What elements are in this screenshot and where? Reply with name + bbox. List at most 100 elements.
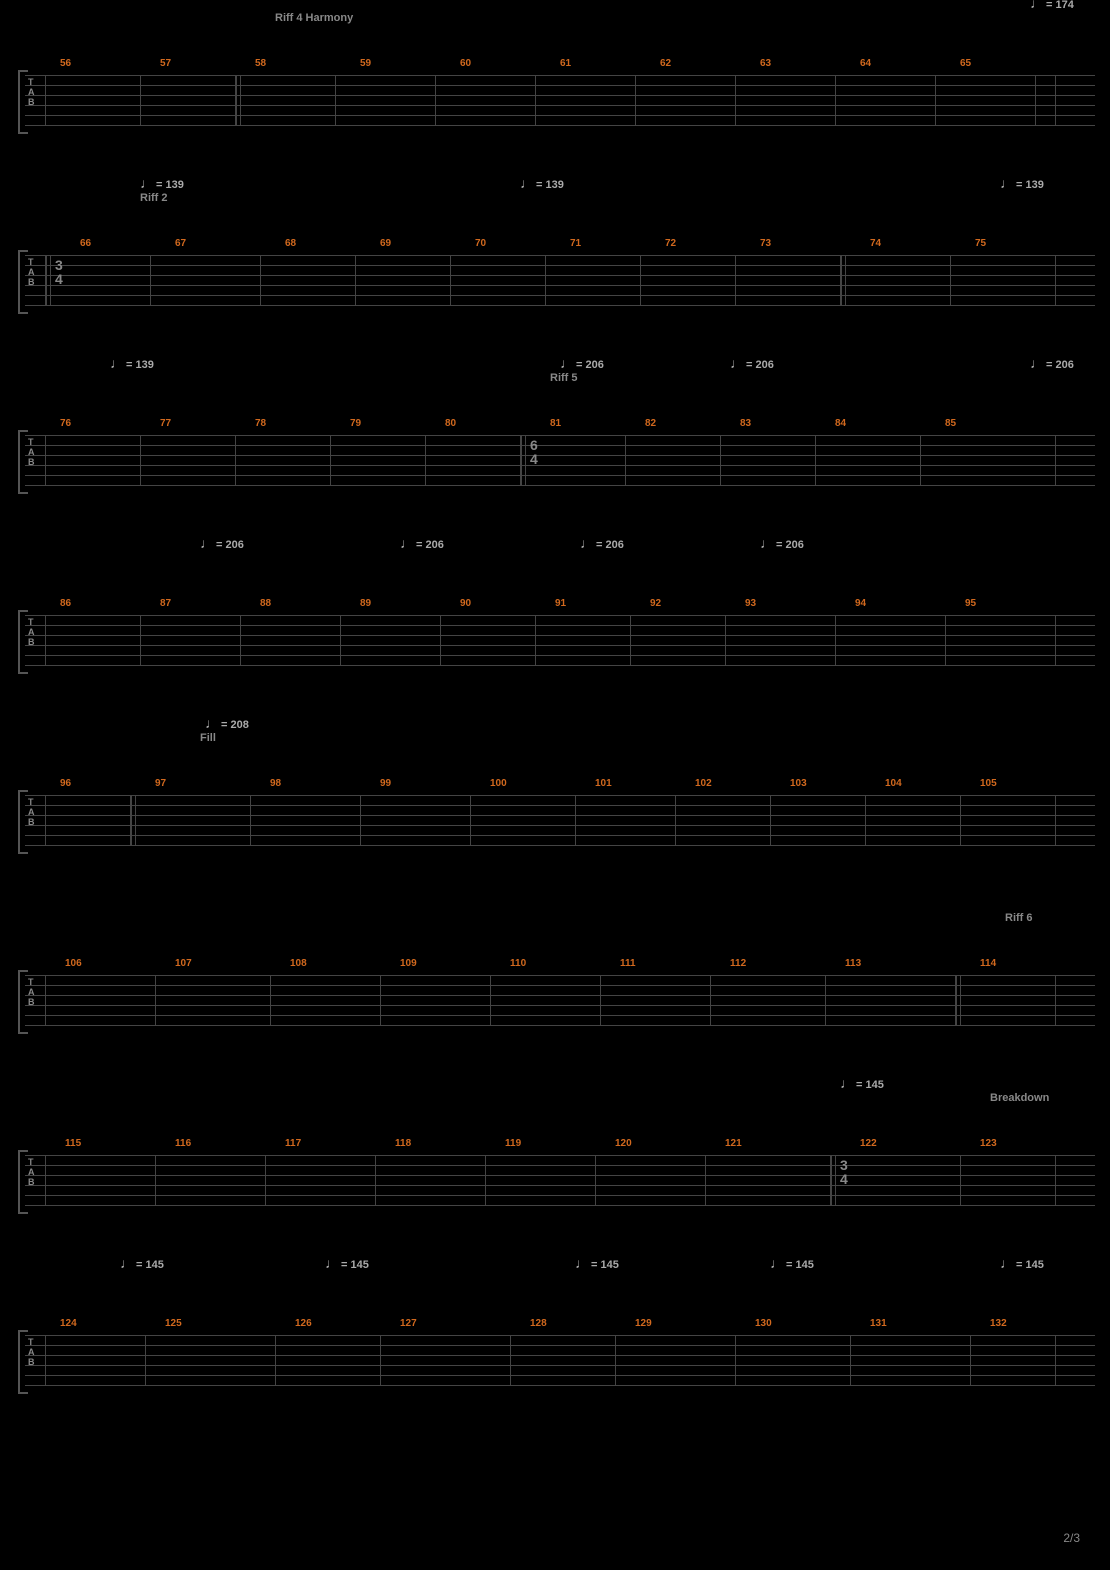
measure-number: 80 [445,418,456,429]
staff-line [25,1345,1095,1346]
staff-line [25,125,1095,126]
tempo-marking: = 206 [200,535,244,551]
measure-number: 116 [175,1138,191,1149]
staff-line [25,655,1095,656]
measure-number: 87 [160,598,171,609]
barline [45,75,46,125]
measure-number: 125 [165,1318,182,1329]
staff-line [25,795,1095,796]
barline [630,615,631,665]
staff-line [25,305,1095,306]
barline [725,615,726,665]
tab-system: Breakdown= 145TAB11511611711811912012112… [0,1110,1110,1230]
section-label: Breakdown [990,1092,1049,1104]
measure-number: 110 [510,958,526,969]
barline [575,795,576,845]
barline [265,1155,266,1205]
measure-number: 89 [360,598,371,609]
barline [970,1335,971,1385]
barline [770,795,771,845]
staff-line [25,445,1095,446]
tab-system: Riff 4 Harmony= 174TAB565758596061626364… [0,30,1110,150]
barline [535,615,536,665]
measure-number: 78 [255,418,266,429]
measure-number: 79 [350,418,361,429]
measure-number: 76 [60,418,71,429]
barline [735,75,736,125]
staff-line [25,1365,1095,1366]
tempo-marking: = 206 [730,355,774,371]
measure-number: 117 [285,1138,301,1149]
measure-number: 72 [665,238,676,249]
section-label: Riff 2 [140,192,168,204]
double-barline [46,255,51,305]
measure-number: 109 [400,958,417,969]
measure-number: 62 [660,58,671,69]
barline [1055,615,1056,665]
tab-page: Riff 4 Harmony= 174TAB565758596061626364… [0,0,1110,60]
measure-number: 118 [395,1138,411,1149]
barline [355,255,356,305]
barline [140,435,141,485]
barline [945,615,946,665]
barline [640,255,641,305]
measure-number: 64 [860,58,871,69]
measure-number: 102 [695,778,712,789]
tempo-marking: = 139 [110,355,154,371]
barline [1055,255,1056,305]
barline [425,435,426,485]
measure-number: 103 [790,778,807,789]
tab-staff [25,615,1095,665]
barline [45,615,46,665]
barline [155,975,156,1025]
measure-number: 73 [760,238,771,249]
barline [735,1335,736,1385]
barline [1055,975,1056,1025]
staff-line [25,665,1095,666]
measure-number: 101 [595,778,612,789]
barline [440,615,441,665]
tempo-marking: = 139 [140,175,184,191]
staff-line [25,635,1095,636]
section-label: Riff 5 [550,372,578,384]
measure-number: 91 [555,598,566,609]
measure-number: 128 [530,1318,547,1329]
staff-line [25,815,1095,816]
tempo-marking: = 206 [1030,355,1074,371]
staff-line [25,1335,1095,1336]
barline [950,255,951,305]
staff-line [25,1175,1095,1176]
staff-line [25,1165,1095,1166]
staff-line [25,1205,1095,1206]
measure-number: 97 [155,778,166,789]
barline [470,795,471,845]
measure-number: 88 [260,598,271,609]
barline [935,75,936,125]
measure-number: 71 [570,238,581,249]
measure-number: 63 [760,58,771,69]
barline [1055,1155,1056,1205]
measure-number: 74 [870,238,881,249]
measure-number: 115 [65,1138,81,1149]
barline [625,435,626,485]
measure-number: 75 [975,238,986,249]
staff-line [25,1155,1095,1156]
barline [825,975,826,1025]
barline [140,615,141,665]
barline [710,975,711,1025]
staff-line [25,975,1095,976]
measure-number: 129 [635,1318,652,1329]
staff-line [25,485,1095,486]
staff-line [25,825,1095,826]
barline [835,615,836,665]
barline [865,795,866,845]
measure-number: 107 [175,958,192,969]
measure-number: 68 [285,238,296,249]
barline [340,615,341,665]
measure-number: 70 [475,238,486,249]
measure-number: 66 [80,238,91,249]
section-label: Riff 4 Harmony [275,12,353,24]
tempo-marking: = 206 [560,355,604,371]
barline [535,75,536,125]
measure-number: 100 [490,778,507,789]
